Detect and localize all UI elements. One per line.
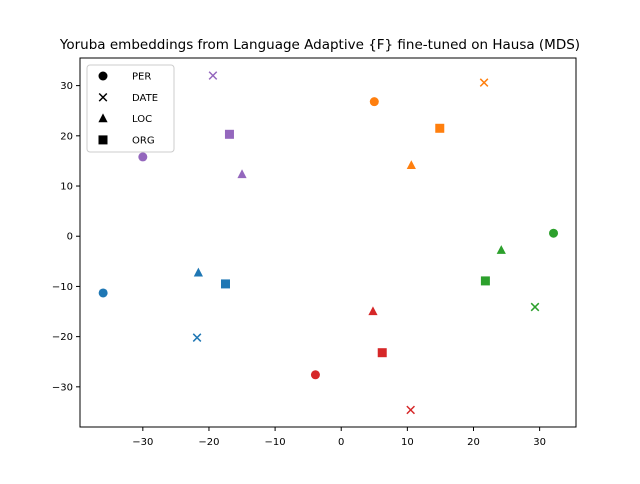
y-tick-label: −10 <box>52 282 73 293</box>
data-point-triangle <box>368 306 378 316</box>
x-tick-label: 10 <box>401 437 414 448</box>
legend-marker-x <box>98 92 108 102</box>
plot-frame <box>79 57 577 428</box>
chart-title: Yoruba embeddings from Language Adaptive… <box>59 37 580 53</box>
x-tick-label: 20 <box>467 437 480 448</box>
legend-marker-square <box>98 135 108 145</box>
data-point-circle <box>369 97 379 107</box>
data-point-square <box>377 348 387 358</box>
data-point-circle <box>98 288 108 298</box>
data-point-x <box>479 78 489 87</box>
data-point-triangle <box>237 169 247 179</box>
data-point-triangle <box>496 245 506 254</box>
data-points <box>98 71 559 415</box>
data-point-square <box>224 129 234 139</box>
data-point-x <box>406 405 415 415</box>
data-point-circle <box>310 370 320 380</box>
data-point-square <box>220 279 230 289</box>
data-point-x <box>192 333 202 342</box>
y-tick-label: 0 <box>67 232 73 243</box>
y-tick-label: −20 <box>52 332 73 343</box>
y-tick-label: 10 <box>60 182 73 193</box>
legend-label: DATE <box>132 93 158 104</box>
data-point-square <box>480 276 490 286</box>
data-point-circle <box>549 228 559 238</box>
y-tick-label: 20 <box>60 131 73 142</box>
legend-marker-circle <box>98 71 108 81</box>
data-point-x <box>208 71 218 80</box>
x-tick-label: 30 <box>533 437 546 448</box>
axes: −30 −20 −10 0 10 20 30 −30 −20 −10 0 10 20 30 <box>52 57 577 448</box>
data-point-x <box>530 302 540 312</box>
data-point-square <box>435 123 445 133</box>
x-tick-label: −30 <box>132 437 153 448</box>
data-point-triangle <box>193 267 203 277</box>
legend-marker-triangle <box>98 113 108 123</box>
legend-label: ORG <box>132 135 155 146</box>
data-point-triangle <box>406 160 416 170</box>
legend-label: LOC <box>132 114 152 125</box>
x-tick-label: −10 <box>265 437 286 448</box>
y-tick-label: 30 <box>60 81 73 92</box>
x-tick-label: −20 <box>198 437 219 448</box>
x-tick-label: 0 <box>338 437 344 448</box>
y-tick-label: −30 <box>52 382 73 393</box>
data-point-circle <box>138 152 148 162</box>
legend-box <box>86 64 175 153</box>
legend-label: PER <box>132 72 151 83</box>
legend: PER DATE LOC ORG <box>86 64 175 153</box>
